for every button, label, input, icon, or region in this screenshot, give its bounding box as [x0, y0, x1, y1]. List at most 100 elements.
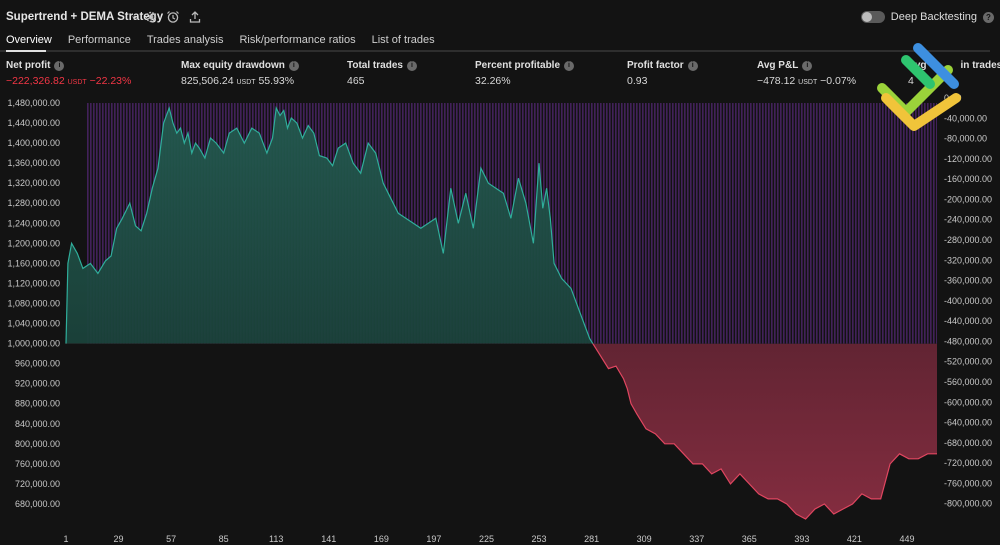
right-axis-tick: -40,000.00 [944, 113, 987, 123]
metric-avg-pnl: Avg P&L i −478.12 USDT −0.07% [757, 60, 856, 87]
info-icon[interactable]: i [288, 60, 299, 71]
metric-percent: −22.23% [89, 75, 132, 87]
metric-label: Max equity drawdown [181, 60, 285, 71]
left-axis-tick: 720,000.00 [15, 479, 60, 489]
right-axis-tick: -360,000.00 [944, 276, 992, 286]
loss-area [66, 343, 937, 519]
right-axis-tick: -680,000.00 [944, 438, 992, 448]
left-axis-tick: 960,000.00 [15, 359, 60, 369]
metric-value: 825,506.24 [181, 75, 234, 87]
x-axis-tick: 85 [219, 534, 229, 544]
x-axis-tick: 225 [479, 534, 494, 544]
x-axis-tick: 57 [166, 534, 176, 544]
info-icon[interactable]: i [54, 60, 65, 71]
metric-label: Percent profitable [475, 60, 561, 71]
right-axis-tick: -120,000.00 [944, 154, 992, 164]
equity-line [65, 105, 594, 344]
left-axis-tick: 1,280,000.00 [7, 198, 60, 208]
metric-total-trades: Total trades i 465 [347, 60, 417, 87]
metric-net-profit: Net profit i −222,326.82 USDT −22.23% [6, 60, 131, 87]
x-axis-tick: 309 [637, 534, 652, 544]
tab-divider [0, 50, 990, 52]
x-axis-tick: 281 [584, 534, 599, 544]
right-axis-tick: -400,000.00 [944, 296, 992, 306]
info-icon[interactable]: i [802, 60, 813, 71]
right-axis-tick: -600,000.00 [944, 397, 992, 407]
x-axis-tick: 337 [689, 534, 704, 544]
metric-unit: USDT [236, 79, 256, 86]
x-axis-tick: 421 [847, 534, 862, 544]
left-axis-tick: 800,000.00 [15, 439, 60, 449]
left-axis-tick: 1,000,000.00 [7, 339, 60, 349]
x-axis-tick: 29 [114, 534, 124, 544]
metric-label-tail: in trades [960, 60, 1000, 71]
brand-logo [877, 43, 961, 131]
x-axis-tick: 1 [63, 534, 68, 544]
profit-area [66, 108, 593, 344]
metric-label: Avg P&L [757, 60, 799, 71]
x-axis-tick: 393 [794, 534, 809, 544]
left-axis-tick: 1,440,000.00 [7, 118, 60, 128]
left-price-axis: 1,480,000.00 1,440,000.00 1,400,000.00 1,36… [7, 98, 60, 509]
x-axis-tick: 141 [321, 534, 336, 544]
right-axis-tick: -240,000.00 [944, 215, 992, 225]
left-axis-tick: 880,000.00 [15, 399, 60, 409]
tab-risk-performance-ratios[interactable]: Risk/performance ratios [239, 34, 356, 46]
left-axis-tick: 1,200,000.00 [7, 238, 60, 248]
loss-area-fill [66, 343, 937, 519]
metric-percent: −0.07% [820, 75, 857, 87]
right-axis-tick: -440,000.00 [944, 316, 992, 326]
metric-value: 465 [347, 75, 365, 87]
right-axis-tick: -480,000.00 [944, 336, 992, 346]
right-axis-tick: -640,000.00 [944, 418, 992, 428]
alarm-clock-icon[interactable] [166, 10, 180, 24]
tab-trades-analysis[interactable]: Trades analysis [146, 34, 224, 46]
metric-percent-profitable: Percent profitable i 32.26% [475, 60, 575, 87]
equity-line-below [65, 343, 937, 520]
tab-bar: Overview Performance Trades analysis Ris… [0, 34, 435, 52]
metric-value: 4 [908, 75, 914, 87]
info-icon[interactable]: i [564, 60, 575, 71]
right-axis-tick: -520,000.00 [944, 357, 992, 367]
left-axis-tick: 1,120,000.00 [7, 278, 60, 288]
chevron-down-icon[interactable]: ⌄ [130, 10, 140, 22]
help-icon[interactable]: ? [983, 11, 994, 23]
x-trade-axis: 1 29 57 85 113 141 169 197 225 253 281 309 337 365 393… [63, 534, 914, 544]
left-axis-tick: 1,320,000.00 [7, 178, 60, 188]
right-axis-tick: -320,000.00 [944, 255, 992, 265]
x-axis-tick: 197 [426, 534, 441, 544]
tab-performance[interactable]: Performance [67, 34, 131, 46]
left-axis-tick: 1,480,000.00 [7, 98, 60, 108]
info-icon[interactable]: i [406, 60, 417, 71]
metrics-row: Net profit i −222,326.82 USDT −22.23% Max… [0, 60, 1000, 94]
equity-chart[interactable]: 1,480,000.00 1,440,000.00 1,400,000.00 1,36… [0, 92, 1000, 545]
x-axis-tick: 113 [269, 534, 283, 544]
info-icon[interactable]: i [687, 60, 698, 71]
export-upload-icon[interactable] [188, 10, 202, 24]
left-axis-tick: 1,360,000.00 [7, 158, 60, 168]
metric-label: Net profit [6, 60, 51, 71]
metric-label: Total trades [347, 60, 403, 71]
tab-list-of-trades[interactable]: List of trades [371, 34, 435, 46]
right-axis-tick: -160,000.00 [944, 174, 992, 184]
x-axis-tick: 365 [742, 534, 757, 544]
strategy-title[interactable]: Supertrend + DEMA Strategy [6, 11, 164, 23]
profit-area-fill [66, 108, 593, 344]
settings-gear-icon[interactable] [144, 10, 158, 24]
deep-backtesting-toggle[interactable]: Deep Backtesting ? [860, 11, 994, 23]
metric-label: Profit factor [627, 60, 684, 71]
right-axis-tick: -800,000.00 [944, 499, 992, 509]
equity-line-loss [65, 343, 937, 520]
metric-value: 32.26% [475, 75, 511, 87]
left-axis-tick: 1,240,000.00 [7, 218, 60, 228]
equity-line-above [65, 105, 594, 344]
toggle-switch[interactable] [860, 11, 885, 23]
metric-percent: 55.93% [258, 75, 295, 87]
left-axis-tick: 920,000.00 [15, 379, 60, 389]
right-axis-tick: -280,000.00 [944, 235, 992, 245]
tab-overview[interactable]: Overview [6, 34, 52, 46]
top-bar: Supertrend + DEMA Strategy ⌄ Deep Backte… [0, 0, 1000, 34]
left-axis-tick: 1,400,000.00 [7, 138, 60, 148]
metric-value: −222,326.82 [6, 75, 65, 87]
metric-value: 0.93 [627, 75, 648, 87]
